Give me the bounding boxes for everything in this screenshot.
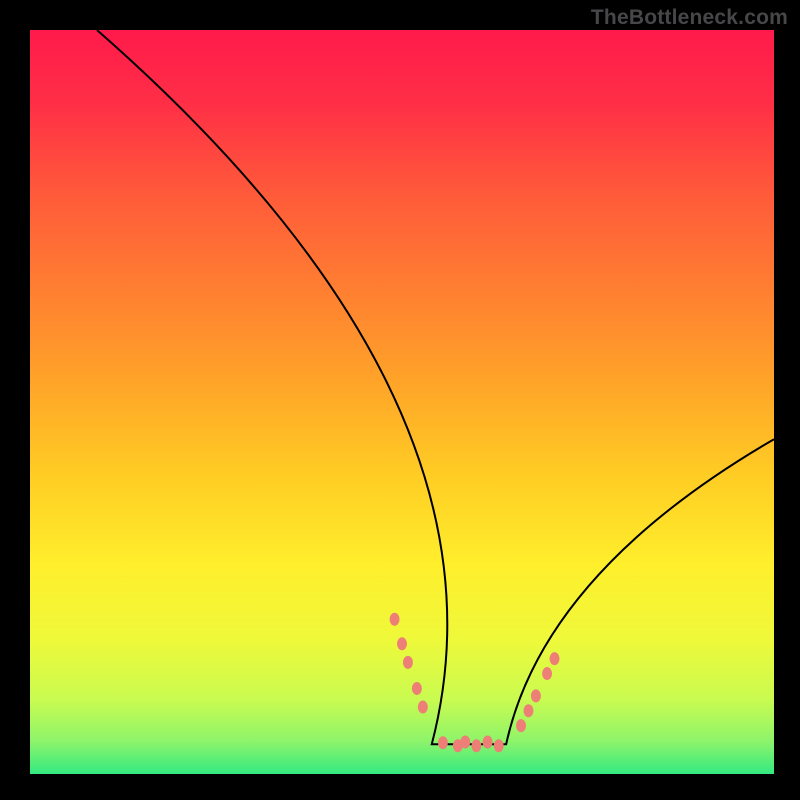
curve-marker bbox=[531, 689, 541, 702]
plot-background bbox=[30, 30, 774, 774]
curve-marker bbox=[483, 736, 493, 749]
bottleneck-chart bbox=[0, 0, 800, 800]
curve-marker bbox=[403, 656, 413, 669]
curve-marker bbox=[550, 652, 560, 665]
curve-marker bbox=[471, 739, 481, 752]
curve-marker bbox=[542, 667, 552, 680]
curve-marker bbox=[397, 637, 407, 650]
curve-marker bbox=[523, 704, 533, 717]
curve-marker bbox=[494, 739, 504, 752]
watermark-text: TheBottleneck.com bbox=[591, 6, 788, 30]
curve-marker bbox=[438, 736, 448, 749]
curve-marker bbox=[516, 719, 526, 732]
curve-marker bbox=[390, 613, 400, 626]
curve-marker bbox=[460, 736, 470, 749]
curve-marker bbox=[412, 682, 422, 695]
curve-marker bbox=[418, 701, 428, 714]
chart-container: TheBottleneck.com bbox=[0, 0, 800, 800]
